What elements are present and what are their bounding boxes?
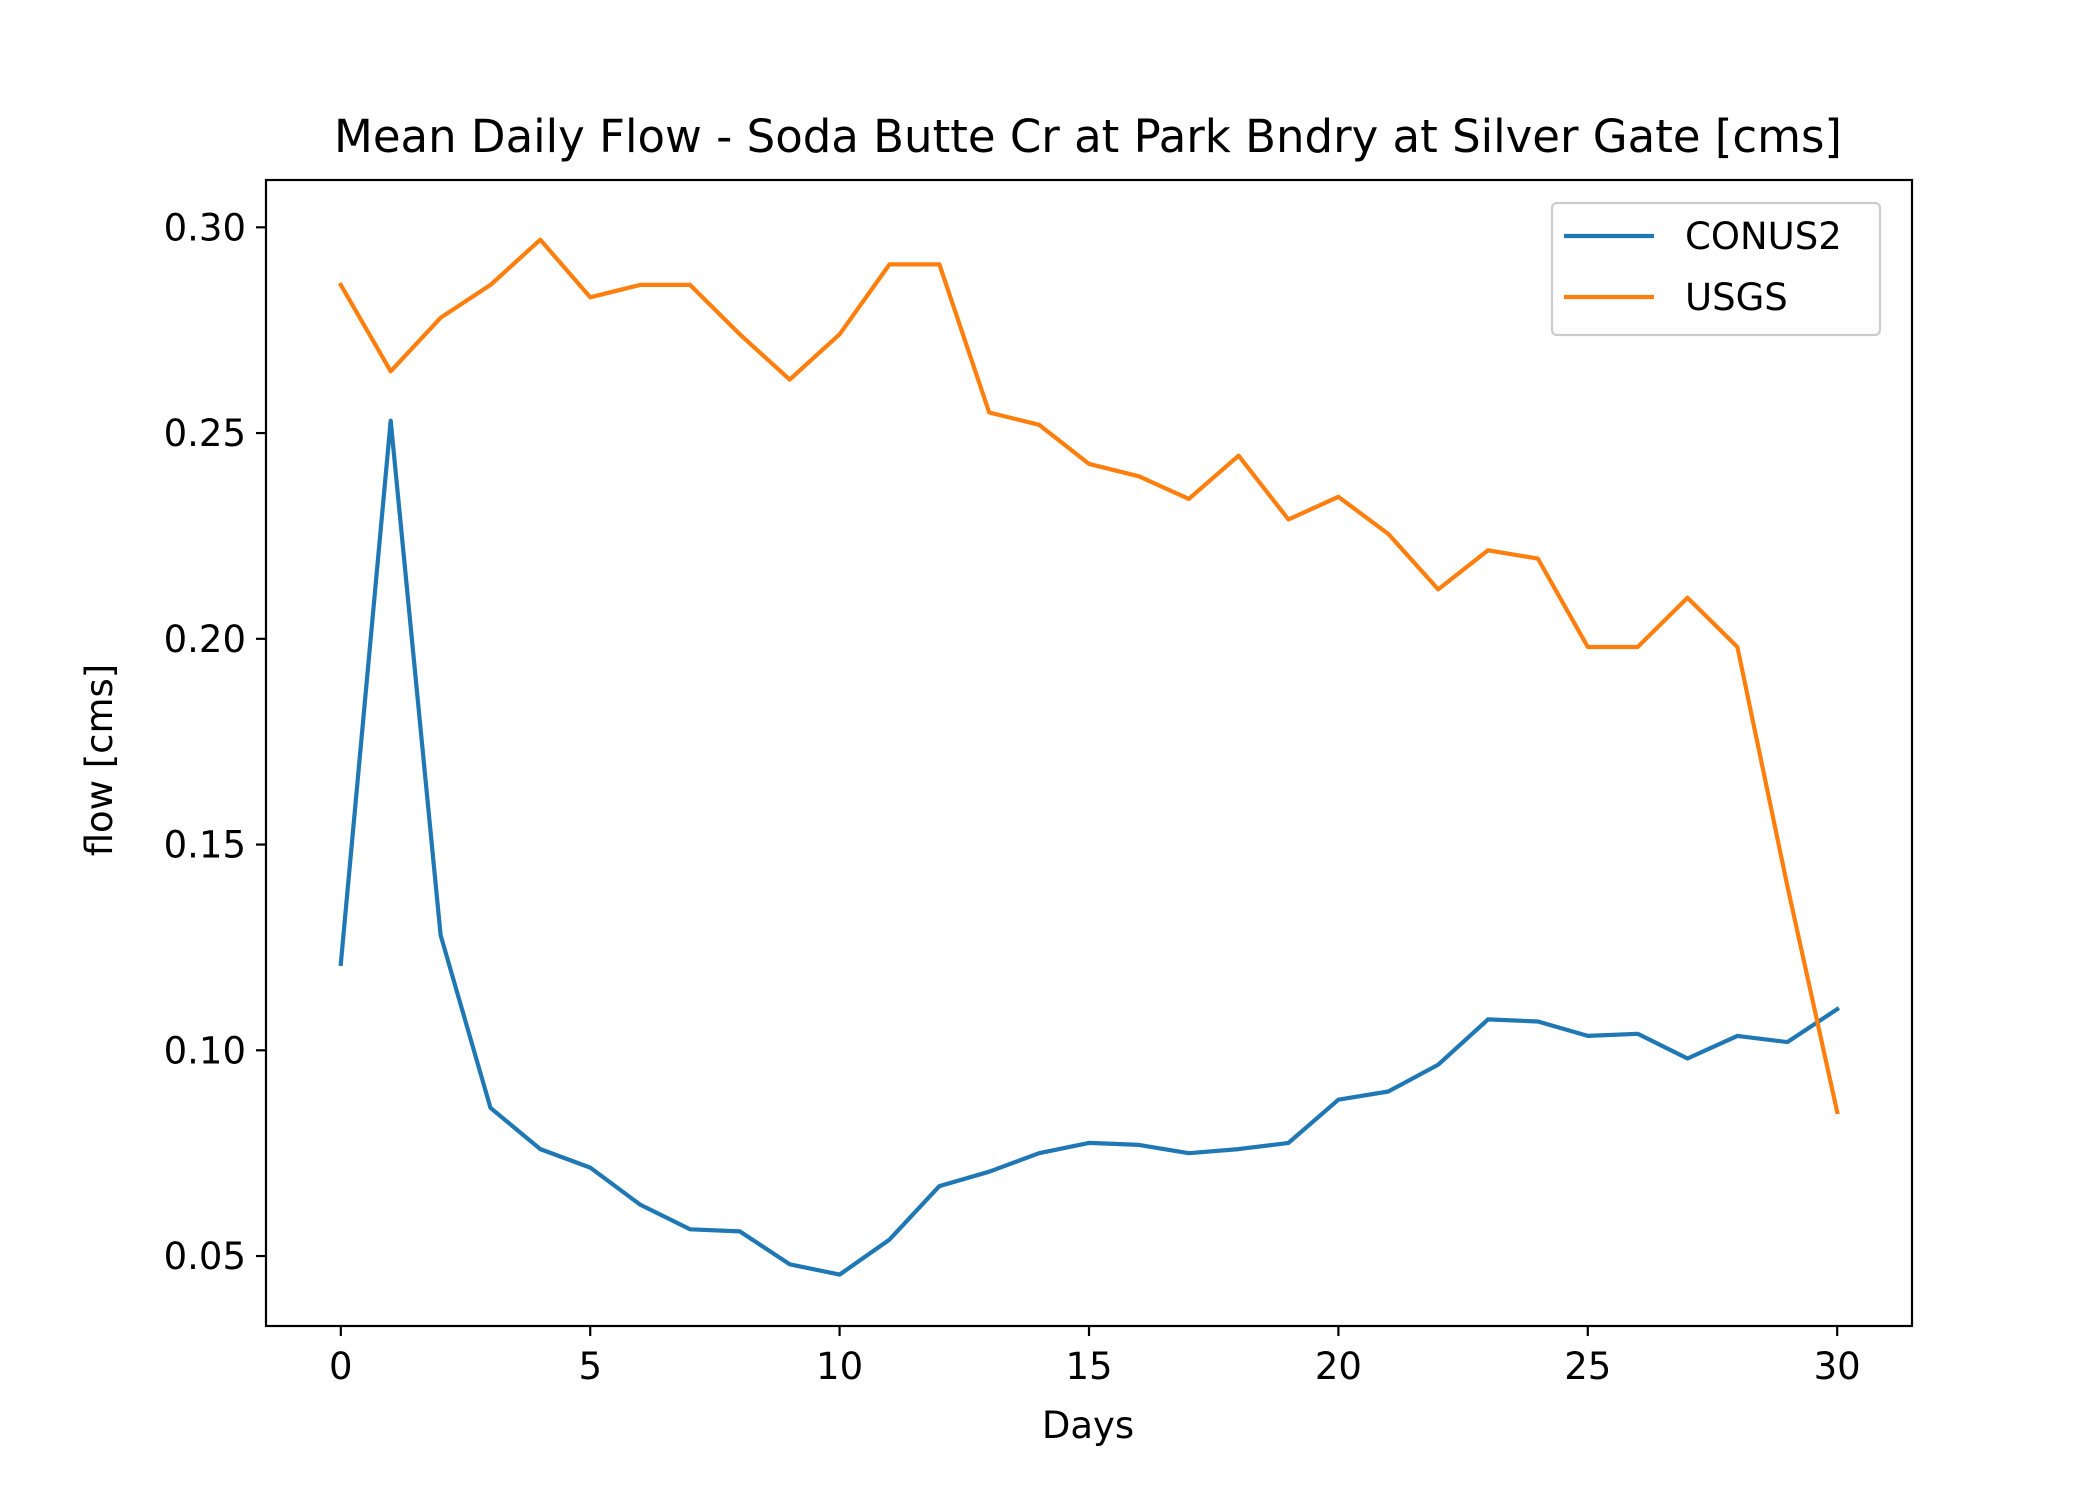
x-tick-label: 0 xyxy=(329,1345,353,1388)
y-tick-label: 0.20 xyxy=(164,618,246,661)
series-line-conus2 xyxy=(338,418,1841,1277)
x-tick-label: 30 xyxy=(1814,1345,1861,1388)
x-tick-label: 5 xyxy=(578,1345,602,1388)
y-tick-label: 0.30 xyxy=(164,206,246,249)
x-axis: 0 5 10 15 20 25 30 xyxy=(329,1326,1861,1388)
y-tick-label: 0.10 xyxy=(164,1029,246,1072)
x-tick-label: 15 xyxy=(1065,1345,1112,1388)
y-axis-label: flow [cms] xyxy=(78,664,121,857)
y-tick-label: 0.15 xyxy=(164,824,246,867)
y-tick-label: 0.05 xyxy=(164,1235,246,1278)
x-axis-label: Days xyxy=(1042,1404,1134,1447)
x-tick-label: 20 xyxy=(1315,1345,1362,1388)
legend-label-conus2: CONUS2 xyxy=(1685,215,1842,258)
legend: CONUS2 USGS xyxy=(1550,201,1882,337)
x-tick-label: 10 xyxy=(816,1345,863,1388)
legend-label-usgs: USGS xyxy=(1685,276,1788,319)
y-axis: 0.05 0.10 0.15 0.20 0.25 0.30 xyxy=(164,206,266,1278)
chart-title: Mean Daily Flow - Soda Butte Cr at Park … xyxy=(334,110,1842,163)
x-tick-label: 25 xyxy=(1564,1345,1611,1388)
series-line-usgs xyxy=(337,237,1840,1115)
y-tick-label: 0.25 xyxy=(164,412,246,455)
